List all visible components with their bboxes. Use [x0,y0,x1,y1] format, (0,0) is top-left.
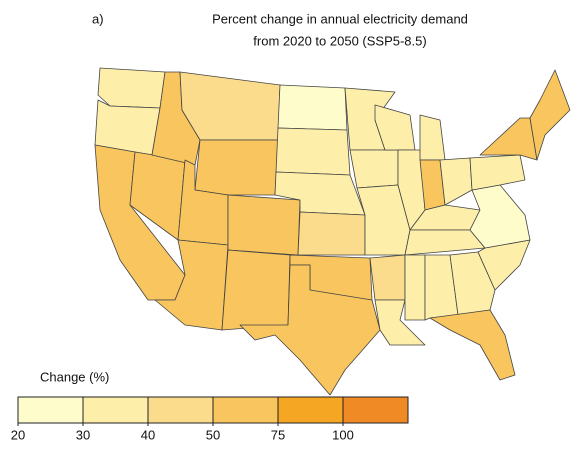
panel-label: a) [92,11,104,26]
legend-tick-label: 40 [141,427,155,442]
legend-swatch [212,396,279,424]
title-line: Percent change in annual electricity dem… [212,11,468,26]
state [349,149,399,189]
state [469,184,531,249]
legend-swatch [342,396,409,424]
state [277,84,348,131]
legend-tick-label: 20 [11,427,25,442]
state [179,71,281,141]
state [275,127,351,176]
legend-tick-label: 50 [206,427,220,442]
legend-title: Change (%) [40,369,109,384]
state [449,251,496,316]
state [227,194,301,256]
state [297,211,366,256]
state [429,309,516,381]
state [419,114,446,161]
legend-swatch [147,396,214,424]
us-map [94,67,571,396]
legend-tick-label: 75 [271,427,285,442]
state [477,239,531,291]
state [479,117,538,161]
state [404,254,426,321]
legend-tick-label: 30 [76,427,90,442]
state [469,154,526,191]
title-line: from 2020 to 2050 (SSP5-8.5) [253,33,426,48]
state [439,157,473,206]
legend-swatch [277,396,344,424]
state [97,67,166,109]
state [369,254,406,301]
state [529,69,571,161]
state [239,264,381,396]
state [221,249,291,331]
state [194,139,279,196]
legend-swatch [17,396,84,424]
legend: 20 30 40 50 75 100 [11,396,409,442]
legend-swatch [82,396,149,424]
legend-tick-label: 100 [332,427,354,442]
